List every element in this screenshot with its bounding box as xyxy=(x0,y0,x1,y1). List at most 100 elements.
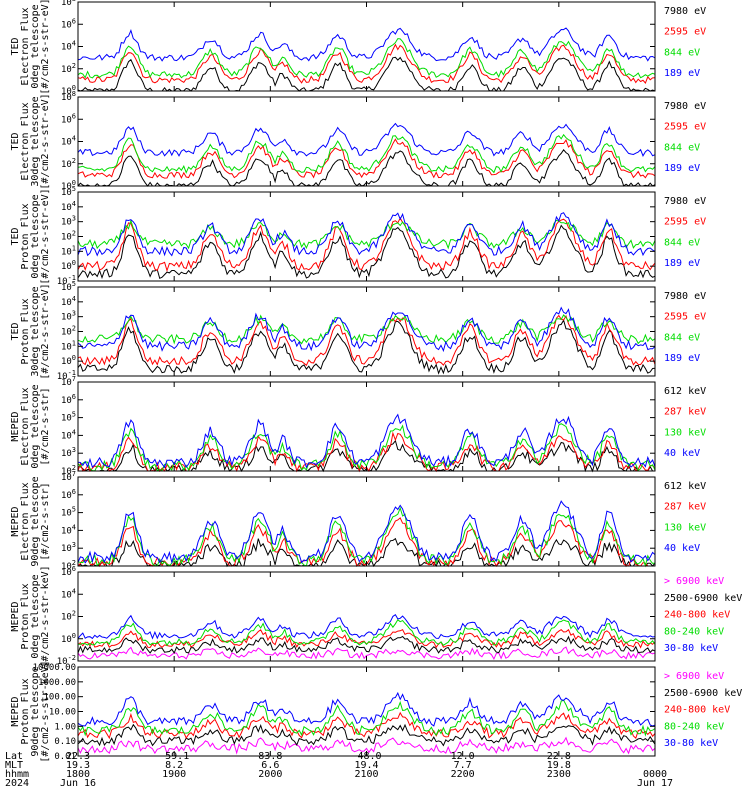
y-axis-label-line: Electron Flux xyxy=(20,387,31,465)
footer-value: 83.8 xyxy=(258,751,282,762)
legend-entry: 612 keV xyxy=(664,481,706,492)
y-axis-label: MEPED Electron Flux 0deg telescope [#/cm2-s… xyxy=(10,384,51,468)
y-tick-label: 1000.00 xyxy=(38,678,76,688)
series-line-8-3 xyxy=(77,711,656,740)
series-line-6-4 xyxy=(77,500,656,565)
y-tick-label: 104 xyxy=(61,523,76,536)
series-line-2-4 xyxy=(77,122,656,157)
y-tick-label: 10.00 xyxy=(49,708,76,718)
y-axis-label-line: Proton Flux xyxy=(20,203,31,269)
y-axis-label-line: MEPED xyxy=(10,601,21,631)
y-tick-label: 102 xyxy=(61,62,76,75)
legend-entry: 2500-6900 keV xyxy=(664,688,742,699)
legend-entry: 2595 eV xyxy=(664,217,706,228)
legend-entry: 844 eV xyxy=(664,332,700,343)
footer-value: 2100 xyxy=(354,769,378,780)
series-line-4-1 xyxy=(77,319,656,375)
y-tick-label: 106 xyxy=(61,17,76,30)
footer-row-label: MLT xyxy=(5,760,23,771)
y-tick-label: 102 xyxy=(61,230,76,243)
legend-entry: 2595 eV xyxy=(664,122,706,133)
footer-value: 12.0 xyxy=(451,751,475,762)
series-line-8-5 xyxy=(77,691,656,727)
footer-value: 7.7 xyxy=(454,760,472,771)
footer-value: 8.2 xyxy=(165,760,183,771)
legend-entry: 189 eV xyxy=(664,258,700,269)
y-axis-label: MEPED Proton Flux 90deg telescope [#/cm2-s-… xyxy=(10,660,51,762)
y-axis-label-line: 90deg telescope xyxy=(30,666,41,756)
y-axis-label-line: MEPED xyxy=(10,411,21,441)
legend-entry: > 6900 keV xyxy=(664,671,724,682)
series-line-4-2 xyxy=(77,314,656,367)
footer-value: 19.4 xyxy=(354,760,378,771)
y-tick-label: 104 xyxy=(61,587,76,600)
y-axis-label: TED Electron Flux 30deg telescope [#/cm2-s-… xyxy=(10,93,51,189)
y-tick-label: 0.10 xyxy=(54,737,76,747)
footer-value: 22.8 xyxy=(547,751,571,762)
legend-entry: 130 keV xyxy=(664,427,706,438)
y-axis-label: TED Electron Flux 0deg telescope [#/cm2-s-s… xyxy=(10,0,51,95)
footer-value: Jun 16 xyxy=(60,778,96,789)
footer-value: 2300 xyxy=(547,769,571,780)
y-tick-label: 105 xyxy=(61,411,76,424)
y-axis-label-line: Electron Flux xyxy=(20,482,31,560)
y-axis-label-line: 0deg telescope xyxy=(30,194,41,278)
series-line-6-2 xyxy=(77,517,655,568)
y-axis-label-line: 0deg telescope xyxy=(30,574,41,658)
legend-entry: > 6900 keV xyxy=(664,576,724,587)
footer-value: Jun 17 xyxy=(637,778,673,789)
legend-entry: 612 keV xyxy=(664,386,706,397)
footer-value: 19.3 xyxy=(66,760,90,771)
series-line-3-1 xyxy=(77,224,656,280)
y-tick-label: 104 xyxy=(61,135,76,148)
y-tick-label: 100 xyxy=(61,354,76,367)
legend-entry: 130 keV xyxy=(664,522,706,533)
y-tick-label: 100 xyxy=(61,632,76,645)
series-line-2-2 xyxy=(77,138,656,180)
y-axis-label-line: 30deg telescope xyxy=(30,286,41,376)
series-line-7-4 xyxy=(77,619,656,647)
y-axis-label-line: [#/cm2-s-str-eV] xyxy=(40,188,51,284)
y-axis-label-line: [#/cm2-s-str-eV] xyxy=(40,93,51,189)
y-axis-label-line: TED xyxy=(10,132,21,150)
panel-frame xyxy=(77,571,656,662)
y-tick-label: 104 xyxy=(61,40,76,53)
legend-entry: 7980 eV xyxy=(664,196,706,207)
series-line-8-2 xyxy=(77,723,656,747)
y-tick-label: 100.00 xyxy=(43,693,76,703)
footer-value: 1900 xyxy=(162,769,186,780)
panel-frame xyxy=(77,1,656,92)
y-tick-label: 10000.00 xyxy=(33,663,76,673)
y-axis-label: MEPED Electron Flux 90deg telescope [#/cm2-… xyxy=(10,476,51,566)
y-tick-label: 100 xyxy=(61,259,76,272)
y-axis-label-line: [#/cm2-s-str] xyxy=(40,387,51,465)
y-axis-label-line: 0deg telescope xyxy=(30,384,41,468)
y-axis-label-line: Proton Flux xyxy=(20,298,31,364)
panel-frame xyxy=(77,96,656,187)
legend-entry: 7980 eV xyxy=(664,6,706,17)
y-tick-label: 102 xyxy=(61,610,76,623)
y-tick-label: 103 xyxy=(61,310,76,323)
footer-row-label: hhmm xyxy=(5,769,29,780)
series-line-5-4 xyxy=(77,413,656,469)
legend-entry: 80-240 keV xyxy=(664,721,724,732)
legend-entry: 287 keV xyxy=(664,407,706,418)
y-tick-label: 104 xyxy=(61,428,76,441)
legend-entry: 2595 eV xyxy=(664,27,706,38)
y-axis-label-line: [#/cm2-s-str-eV] xyxy=(40,283,51,379)
legend-entry: 844 eV xyxy=(664,142,700,153)
y-axis-label-line: [#/cm2-s-str-keV] xyxy=(40,660,51,762)
series-line-3-4 xyxy=(77,212,656,257)
y-tick-label: 103 xyxy=(61,541,76,554)
series-line-3-3 xyxy=(77,219,656,250)
footer-value: -48.0 xyxy=(351,751,381,762)
legend-entry: 40 keV xyxy=(664,448,700,459)
y-axis-label-line: 30deg telescope xyxy=(30,96,41,186)
y-tick-label: 105 xyxy=(61,506,76,519)
